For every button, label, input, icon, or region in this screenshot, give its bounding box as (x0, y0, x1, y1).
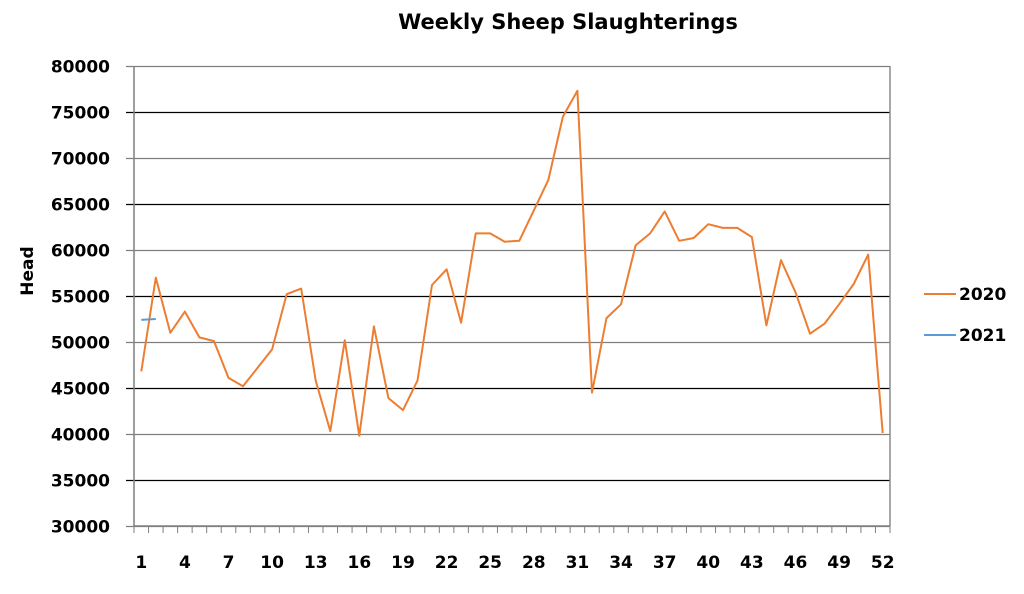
legend-label-2020: 2020 (959, 285, 1006, 305)
y-tick-label: 45000 (51, 380, 110, 400)
x-tick-label: 31 (566, 553, 590, 573)
x-tick-label: 49 (827, 553, 851, 573)
x-tick-label: 22 (435, 553, 459, 573)
x-tick-label: 19 (391, 553, 415, 573)
y-tick-label: 75000 (51, 104, 110, 124)
y-tick-label: 30000 (51, 518, 110, 538)
x-tick-label: 10 (260, 553, 284, 573)
x-tick-label: 7 (223, 553, 235, 573)
legend: 2020 2021 (924, 285, 1006, 346)
x-tick-label: 37 (653, 553, 677, 573)
y-tick-label: 70000 (51, 150, 110, 170)
y-axis-label: Head (18, 246, 38, 295)
x-tick-label: 1 (135, 553, 147, 573)
y-tick-label: 40000 (51, 426, 110, 446)
x-tick-label: 4 (179, 553, 191, 573)
y-tick-label: 60000 (51, 242, 110, 262)
x-tick-label: 40 (696, 553, 720, 573)
y-tick-label: 55000 (51, 288, 110, 308)
y-tick-label: 35000 (51, 472, 110, 492)
x-tick-label: 28 (522, 553, 546, 573)
x-tick-label: 16 (348, 553, 372, 573)
y-tick-label: 50000 (51, 334, 110, 354)
y-axis-ticks: 30000 35000 40000 45000 50000 55000 60000 65000… (51, 58, 110, 538)
x-tick-label: 46 (784, 553, 808, 573)
x-tick-label: 13 (304, 553, 328, 573)
series-line-2021 (141, 318, 156, 321)
x-tick-label: 43 (740, 553, 764, 573)
x-tick-label: 52 (871, 553, 895, 573)
legend-label-2021: 2021 (959, 326, 1006, 346)
y-tick-label: 65000 (51, 196, 110, 216)
x-tick-label: 25 (478, 553, 502, 573)
x-axis-ticks: 1 4 7 10 13 16 19 22 25 28 31 34 37 40 43 46 49 52 (133, 526, 895, 573)
chart-title: Weekly Sheep Slaughterings (398, 10, 738, 34)
x-tick-label: 34 (609, 553, 633, 573)
data-series (140, 89, 884, 437)
gridlines (126, 65, 891, 528)
y-tick-label: 80000 (51, 58, 110, 78)
series-line-2020 (140, 89, 884, 437)
